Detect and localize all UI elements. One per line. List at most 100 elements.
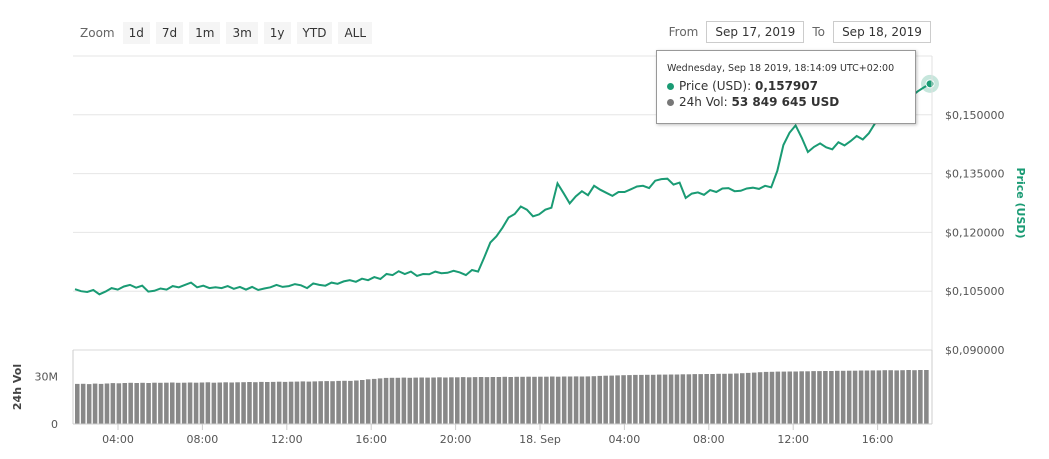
volume-bar: [205, 382, 211, 424]
volume-bar: [437, 377, 442, 424]
volume-bar: [680, 374, 686, 424]
volume-bar: [882, 370, 888, 424]
y-axis-title: Price (USD): [1014, 167, 1027, 238]
volume-bar: [146, 383, 151, 424]
volume-bar: [253, 382, 258, 424]
zoom-all-button[interactable]: ALL: [338, 22, 373, 44]
volume-bar: [377, 378, 383, 424]
zoom-1d-button[interactable]: 1d: [122, 22, 150, 44]
volume-bar: [300, 381, 306, 424]
volume-bar: [86, 384, 92, 424]
volume-bar: [811, 371, 816, 424]
x-tick-label: 12:00: [777, 433, 809, 446]
volume-bar: [229, 382, 234, 424]
volume-bar: [793, 371, 798, 424]
volume-bar: [817, 371, 822, 424]
volume-bar: [496, 377, 502, 424]
volume-bar: [615, 375, 620, 424]
volume-bar: [348, 380, 353, 424]
to-label: To: [812, 25, 825, 39]
volume-bar: [324, 381, 329, 424]
volume-bar: [389, 377, 395, 424]
volume-bar: [502, 376, 508, 424]
hover-tooltip: Wednesday, Sep 18 2019, 18:14:09 UTC+02:…: [656, 50, 916, 124]
zoom-1y-button[interactable]: 1y: [263, 22, 291, 44]
tooltip-volume-label: 24h Vol:: [679, 95, 728, 109]
tooltip-volume-value: 53 849 645 USD: [731, 95, 840, 109]
volume-bar: [330, 381, 335, 424]
zoom-1m-button[interactable]: 1m: [189, 22, 221, 44]
volume-bar: [734, 373, 739, 424]
x-tick-label: 18. Sep: [519, 433, 561, 446]
volume-bar: [698, 374, 703, 424]
from-date-input[interactable]: [706, 21, 805, 43]
volume-bar: [603, 375, 608, 424]
volume-bar: [92, 383, 98, 424]
x-tick-label: 08:00: [693, 433, 725, 446]
volume-bar: [128, 382, 133, 424]
x-tick-label: 16:00: [862, 433, 894, 446]
y-axis-labels: $0,090000 $0,105000 $0,120000 $0,135000 $0,1…: [945, 109, 1005, 357]
volume-bar: [686, 374, 692, 424]
volume-bar: [656, 374, 662, 424]
volume-bar: [799, 371, 804, 424]
volume-bar: [223, 382, 228, 424]
volume-bar: [924, 370, 929, 424]
tooltip-price-value: 0,157907: [754, 79, 818, 93]
volume-bar: [265, 382, 270, 424]
volume-bar: [888, 370, 893, 424]
volume-bar: [360, 380, 365, 424]
volume-bar: [781, 371, 787, 424]
volume-bar: [514, 376, 519, 424]
volume-bar: [365, 379, 371, 424]
volume-bar: [579, 376, 585, 424]
price-series-line: [74, 82, 931, 296]
volume-bar: [122, 383, 128, 424]
zoom-7d-button[interactable]: 7d: [155, 22, 184, 44]
volume-bar: [858, 370, 864, 424]
zoom-ytd-button[interactable]: YTD: [296, 22, 333, 44]
volume-bar: [550, 376, 555, 424]
x-tick-label: 08:00: [187, 433, 219, 446]
volume-bar: [425, 377, 430, 424]
volume-bars: [75, 370, 929, 424]
volume-bar: [80, 383, 86, 424]
volume-bar: [478, 377, 484, 424]
volume-bar: [294, 381, 300, 424]
x-tick-label: 16:00: [355, 433, 387, 446]
volume-bar: [526, 376, 531, 424]
volume-bar: [181, 382, 187, 424]
volume-bar: [466, 377, 472, 424]
volume-bar: [650, 374, 656, 424]
volume-bar: [846, 370, 852, 424]
volume-tick-label: 0: [51, 418, 58, 431]
volume-bar: [217, 382, 223, 424]
volume-bar: [787, 371, 793, 424]
volume-bar: [894, 370, 899, 424]
volume-bar: [443, 377, 448, 424]
volume-bar: [757, 372, 763, 424]
to-date-input[interactable]: [833, 21, 931, 43]
volume-bar: [751, 372, 757, 424]
volume-bar: [472, 377, 478, 424]
volume-bar: [745, 372, 751, 424]
volume-bar: [627, 375, 632, 424]
zoom-3m-button[interactable]: 3m: [226, 22, 258, 44]
x-tick-label: 12:00: [271, 433, 303, 446]
volume-bar: [354, 380, 359, 424]
volume-bar: [728, 373, 733, 424]
volume-bar: [413, 377, 418, 424]
volume-bar: [211, 382, 217, 424]
volume-bar: [692, 374, 698, 424]
volume-bar: [906, 370, 911, 424]
volume-bar: [407, 377, 413, 424]
volume-bar: [775, 371, 781, 424]
volume-bar: [668, 374, 674, 424]
volume-bar: [609, 375, 614, 424]
volume-bar: [235, 382, 240, 424]
volume-bar: [170, 382, 175, 424]
price-dot-icon: [667, 83, 674, 90]
volume-bar: [645, 374, 650, 424]
volume-dot-icon: [667, 99, 674, 106]
